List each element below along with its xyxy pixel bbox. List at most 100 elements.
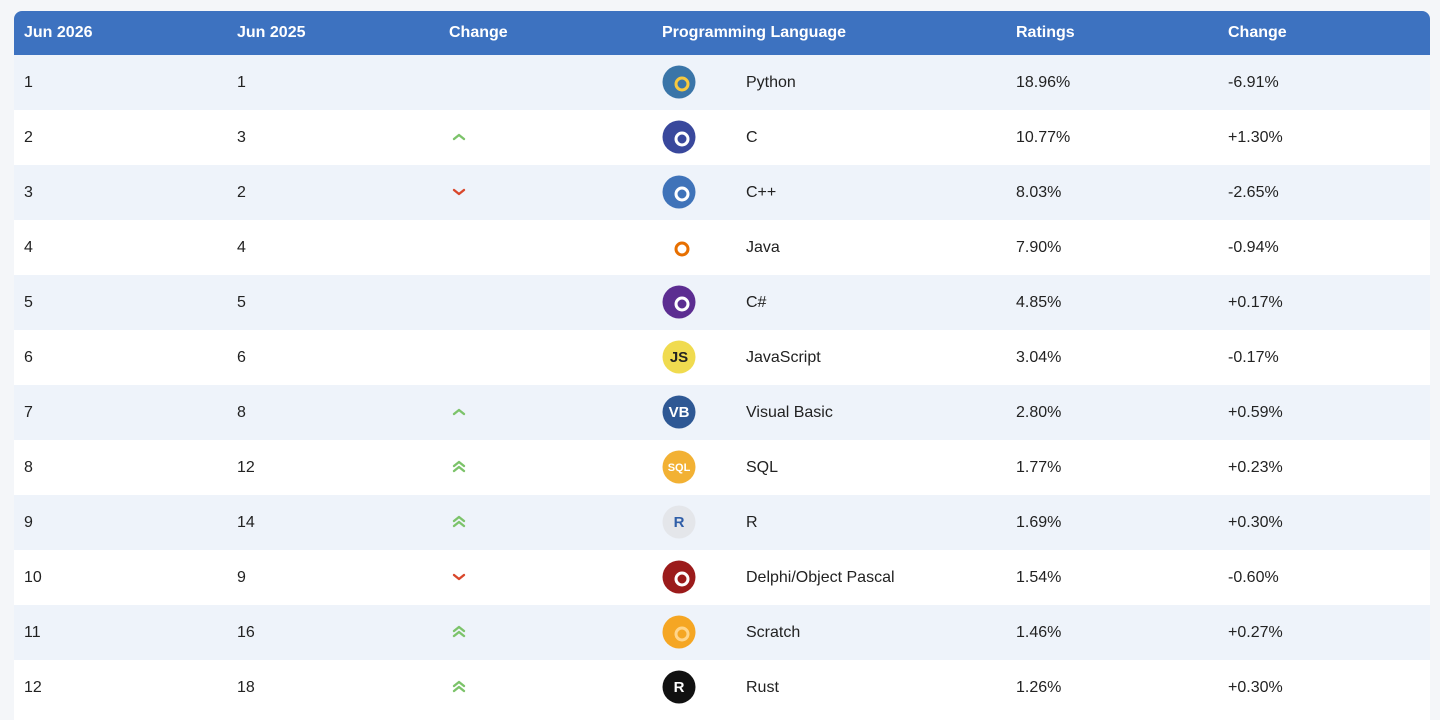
trend-arrow (452, 573, 466, 581)
rank: 5 (24, 294, 33, 311)
logo-text: VB (669, 404, 690, 421)
previous-rank: 16 (237, 624, 255, 641)
rank: 8 (24, 459, 33, 476)
rating-change: +0.23% (1228, 459, 1283, 476)
language-name: Python (746, 74, 796, 91)
previous-rank: 4 (237, 239, 246, 256)
column-header: Jun 2025 (237, 24, 306, 41)
rating: 10.77% (1016, 129, 1071, 146)
ranking-table: Jun 2026 Jun 2025 Change Programming Langua… (14, 11, 1430, 720)
language-logo (662, 285, 696, 319)
language-name: Rust (746, 679, 779, 696)
rating: 18.96% (1016, 74, 1071, 91)
trend-arrow (452, 515, 466, 528)
language-name: C# (746, 294, 767, 311)
column-header: Ratings (1016, 24, 1075, 41)
table-row: 10 9 Delphi/Object Pascal 1.54% -0.60% (14, 550, 1430, 605)
table-row: 8 12 SQL SQL 1.77% +0.23% (14, 440, 1430, 495)
table-row: 2 3 C 10.77% +1.30% (14, 110, 1430, 165)
table-row: 1 1 Python 18.96% -6.91% (14, 55, 1430, 110)
table-row: 9 14 R R 1.69% +0.30% (14, 495, 1430, 550)
previous-rank: 5 (237, 294, 246, 311)
rating-change: +0.30% (1228, 514, 1283, 531)
rank: 9 (24, 514, 33, 531)
language-name: C (746, 129, 758, 146)
language-logo: SQL (662, 450, 696, 484)
language-logo: VB (662, 395, 696, 429)
rating: 7.90% (1016, 239, 1062, 256)
language-name: SQL (746, 459, 779, 476)
rating: 1.26% (1016, 679, 1062, 696)
table-row: 3 2 C++ 8.03% -2.65% (14, 165, 1430, 220)
previous-rank: 8 (237, 404, 246, 421)
language-logo (662, 560, 696, 594)
logo-text: R (674, 514, 685, 531)
rating-change: -0.17% (1228, 349, 1279, 366)
rating-change: -6.91% (1228, 74, 1279, 91)
rating-change: -0.94% (1228, 239, 1279, 256)
language-name: Java (746, 239, 780, 256)
previous-rank: 1 (237, 74, 246, 91)
rating-change: +0.27% (1228, 624, 1283, 641)
rating: 4.85% (1016, 294, 1062, 311)
language-name: Delphi/Object Pascal (746, 569, 895, 586)
table-row: 6 6 JS JavaScript 3.04% -0.17% (14, 330, 1430, 385)
trend-arrow (452, 625, 466, 638)
column-header: Change (449, 24, 508, 41)
rank: 3 (24, 184, 33, 201)
previous-rank: 3 (237, 129, 246, 146)
trend-arrow (452, 408, 466, 416)
previous-rank: 6 (237, 349, 246, 366)
rank: 2 (24, 129, 33, 146)
trend-arrow (452, 680, 466, 693)
language-logo (662, 230, 696, 264)
language-logo (662, 65, 696, 99)
table-row: 7 8 VB Visual Basic 2.80% +0.59% (14, 385, 1430, 440)
table-row: 11 16 Scratch 1.46% +0.27% (14, 605, 1430, 660)
language-name: R (746, 514, 758, 531)
language-name: C++ (746, 184, 777, 201)
table-row: 12 18 R Rust 1.26% +0.30% (14, 660, 1430, 715)
previous-rank: 12 (237, 459, 255, 476)
language-name: JavaScript (746, 349, 821, 366)
trend-arrow (452, 460, 466, 473)
rank: 6 (24, 349, 33, 366)
logo-text: SQL (668, 462, 691, 474)
logo-text: R (674, 679, 685, 696)
rating-change: +0.30% (1228, 679, 1283, 696)
rating: 8.03% (1016, 184, 1062, 201)
language-logo: JS (662, 340, 696, 374)
rank: 11 (24, 624, 41, 641)
language-logo (662, 120, 696, 154)
rating-change: +1.30% (1228, 129, 1283, 146)
previous-rank: 18 (237, 679, 255, 696)
language-name: Scratch (746, 624, 801, 641)
trend-arrow (452, 188, 466, 196)
table-header: Jun 2026 Jun 2025 Change Programming Langua… (14, 11, 1430, 55)
previous-rank: 14 (237, 514, 255, 531)
language-logo (662, 615, 696, 649)
trend-arrow (452, 133, 466, 141)
rating-change: +0.17% (1228, 294, 1283, 311)
rating: 1.77% (1016, 459, 1062, 476)
rank: 12 (24, 679, 42, 696)
language-logo: R (662, 505, 696, 539)
previous-rank: 2 (237, 184, 246, 201)
rating-change: -0.60% (1228, 569, 1279, 586)
language-name: Visual Basic (746, 404, 833, 421)
column-header: Change (1228, 24, 1287, 41)
column-header: Programming Language (662, 24, 847, 41)
rating: 2.80% (1016, 404, 1062, 421)
rank: 10 (24, 569, 42, 586)
rating: 1.69% (1016, 514, 1062, 531)
rating-change: +0.59% (1228, 404, 1283, 421)
rating: 3.04% (1016, 349, 1062, 366)
column-header: Jun 2026 (24, 24, 93, 41)
table-row: 4 4 Java 7.90% -0.94% (14, 220, 1430, 275)
language-logo (662, 175, 696, 209)
logo-text: JS (670, 349, 688, 366)
rank: 1 (24, 74, 33, 91)
rank: 7 (24, 404, 33, 421)
rating-change: -2.65% (1228, 184, 1279, 201)
rating: 1.46% (1016, 624, 1062, 641)
